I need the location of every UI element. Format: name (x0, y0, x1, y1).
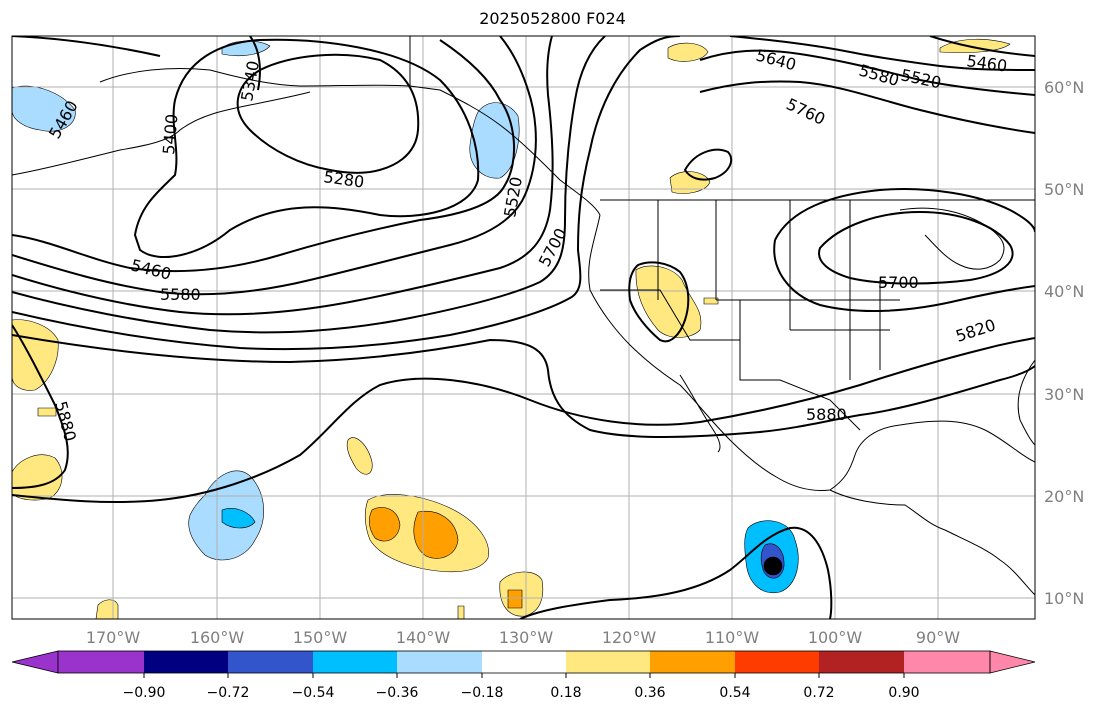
positive-anomaly-patch (346, 437, 373, 475)
longitude-labels: 170°W 160°W 150°W 140°W 130°W 120°W 110°… (86, 628, 960, 647)
contour-line (628, 261, 690, 343)
colorbar-tick-label: −0.72 (207, 685, 250, 701)
positive-anomaly-patch (12, 454, 63, 501)
positive-anomaly-patch (369, 507, 401, 542)
map-frame (11, 35, 1036, 620)
contour-line (236, 53, 420, 174)
lon-label: 90°W (916, 628, 960, 647)
lat-label: 40°N (1044, 282, 1084, 301)
contour-label: 5400 (159, 113, 181, 155)
colorbar-tick-label: 0.36 (634, 685, 665, 701)
contour-label: 5700 (878, 273, 919, 292)
colorbar-tick-label: 0.90 (888, 685, 919, 701)
colorbar-bin (397, 651, 482, 673)
lon-label: 130°W (499, 628, 554, 647)
contour-line (12, 36, 606, 334)
colorbar-bin (144, 651, 228, 673)
colorbar-bin (650, 651, 735, 673)
colorbar-bin (735, 651, 819, 673)
positive-anomaly-patch (939, 38, 1011, 54)
lon-label: 140°W (396, 628, 451, 647)
colorbar-bin (904, 651, 990, 673)
graticule (12, 36, 1035, 619)
colorbar-bin (58, 651, 144, 673)
positive-anomaly-patch (37, 407, 57, 417)
positive-anomaly-patch (507, 589, 523, 609)
contour-line (12, 36, 537, 296)
contour-line (729, 36, 1035, 71)
contour-line (818, 210, 1014, 285)
colorbar-bin (313, 651, 397, 673)
colorbar-tick-label: −0.54 (292, 685, 335, 701)
contour-line (12, 337, 1035, 504)
lon-label: 160°W (190, 628, 245, 647)
lat-label: 10°N (1044, 589, 1084, 608)
contour-line (12, 39, 516, 273)
contour-line (133, 38, 480, 258)
latitude-labels: 60°N 50°N 40°N 30°N 20°N 10°N (1044, 78, 1084, 608)
colorbar-tick-label: −0.90 (123, 685, 166, 701)
negative-anomaly-patch (12, 85, 76, 132)
lon-label: 120°W (602, 628, 657, 647)
colorbar-tick-label: 0.72 (803, 685, 834, 701)
lat-label: 20°N (1044, 487, 1084, 506)
colorbar-bin (566, 651, 650, 673)
colorbar-high-extension (989, 650, 1036, 674)
colorbar-tick-label: −0.36 (376, 685, 419, 701)
positive-anomaly-patch (667, 42, 709, 62)
lat-label: 30°N (1044, 385, 1084, 404)
contour-line (699, 80, 1035, 134)
height-contours (12, 36, 1035, 619)
negative-anomaly-patch (221, 508, 256, 529)
positive-anomaly-patch (703, 297, 719, 305)
map-title: 2025052800 F024 (479, 9, 626, 28)
positive-anomaly-patch (669, 171, 711, 194)
lon-label: 110°W (705, 628, 760, 647)
contour-label: 5580 (160, 285, 201, 304)
contour-line (774, 188, 1035, 241)
contour-line (12, 36, 161, 57)
shaded-anomaly-fields (12, 38, 1011, 619)
contour-line (12, 324, 69, 489)
lon-label: 150°W (293, 628, 348, 647)
lat-label: 60°N (1044, 78, 1084, 97)
contour-line (683, 148, 733, 181)
positive-anomaly-patch (413, 510, 459, 559)
lon-label: 170°W (86, 628, 141, 647)
colorbar-low-extension (11, 650, 59, 674)
contour-line (12, 36, 554, 316)
colorbar-tick-label: −0.18 (461, 685, 504, 701)
colorbar-tick-label: 0.54 (719, 685, 750, 701)
colorbar-bin (819, 651, 904, 673)
contour-line (249, 36, 261, 91)
lat-label: 50°N (1044, 180, 1084, 199)
contour-label: 5880 (806, 405, 847, 424)
colorbar-tick-label: 0.18 (550, 685, 581, 701)
contour-line (12, 36, 681, 351)
contour-line (519, 526, 833, 619)
negative-anomaly-core (763, 556, 783, 576)
contour-line (773, 239, 1035, 313)
contour-line (929, 36, 1035, 57)
colorbar-bin (482, 651, 566, 673)
positive-anomaly-patch (457, 605, 465, 619)
colorbar-bin (228, 651, 313, 673)
colorbar: −0.90 −0.72 −0.54 −0.36 −0.18 0.18 0.36 … (11, 650, 1036, 701)
contour-line (12, 334, 1035, 438)
lon-label: 100°W (808, 628, 863, 647)
contour-line (699, 49, 1035, 96)
